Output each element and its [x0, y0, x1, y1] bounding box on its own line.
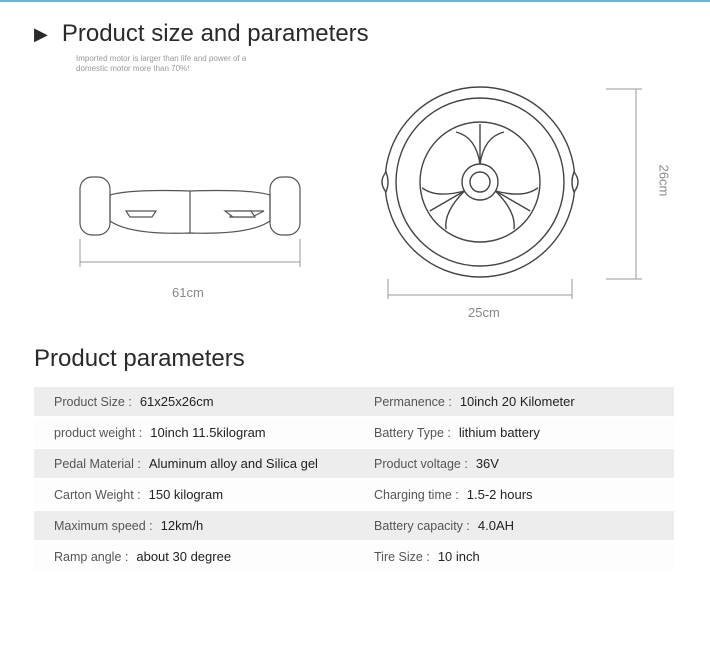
- param-value: 36V: [468, 456, 499, 471]
- param-value: 150 kilogram: [141, 487, 223, 502]
- diagram-area: 61cm 25cm: [0, 77, 710, 327]
- param-label: Charging time :: [374, 488, 459, 502]
- depth-dim-label: 25cm: [468, 305, 500, 320]
- table-row: Pedal Material :Aluminum alloy and Silic…: [34, 449, 674, 480]
- param-label: Battery capacity :: [374, 519, 470, 533]
- param-value: 12km/h: [153, 518, 204, 533]
- param-value: 10 inch: [430, 549, 480, 564]
- param-label: Permanence :: [374, 395, 452, 409]
- param-value: 61x25x26cm: [132, 394, 214, 409]
- param-label: Ramp angle :: [54, 550, 128, 564]
- table-row: Maximum speed :12km/h Battery capacity :…: [34, 511, 674, 542]
- table-row: Ramp angle :about 30 degree Tire Size :1…: [34, 542, 674, 573]
- param-label: product weight :: [54, 426, 142, 440]
- section-title: ▶ Product size and parameters: [0, 2, 710, 54]
- params-title: Product parameters: [0, 327, 710, 387]
- param-value: Aluminum alloy and Silica gel: [141, 456, 318, 471]
- table-row: Product Size :61x25x26cm Permanence :10i…: [34, 387, 674, 418]
- table-row: Carton Weight :150 kilogram Charging tim…: [34, 480, 674, 511]
- param-value: 10inch 20 Kilometer: [452, 394, 575, 409]
- param-value: 4.0AH: [470, 518, 514, 533]
- param-label: Pedal Material :: [54, 457, 141, 471]
- params-table: Product Size :61x25x26cm Permanence :10i…: [34, 387, 674, 573]
- height-dim-label: 26cm: [656, 164, 671, 196]
- triangle-icon: ▶: [34, 24, 48, 45]
- title-text: Product size and parameters: [62, 20, 369, 48]
- height-dim-svg: [600, 81, 660, 291]
- param-label: Maximum speed :: [54, 519, 153, 533]
- width-dim-label: 61cm: [172, 285, 204, 300]
- table-row: product weight :10inch 11.5kilogram Batt…: [34, 418, 674, 449]
- param-label: Carton Weight :: [54, 488, 141, 502]
- param-label: Product Size :: [54, 395, 132, 409]
- param-value: 1.5-2 hours: [459, 487, 533, 502]
- front-view-svg: [60, 117, 320, 287]
- param-label: Battery Type :: [374, 426, 451, 440]
- param-value: about 30 degree: [128, 549, 231, 564]
- param-label: Product voltage :: [374, 457, 468, 471]
- param-value: lithium battery: [451, 425, 540, 440]
- param-value: 10inch 11.5kilogram: [142, 425, 265, 440]
- subnote-text: Imported motor is larger than life and p…: [0, 54, 260, 75]
- wheel-view-svg: [360, 77, 620, 307]
- param-label: Tire Size :: [374, 550, 430, 564]
